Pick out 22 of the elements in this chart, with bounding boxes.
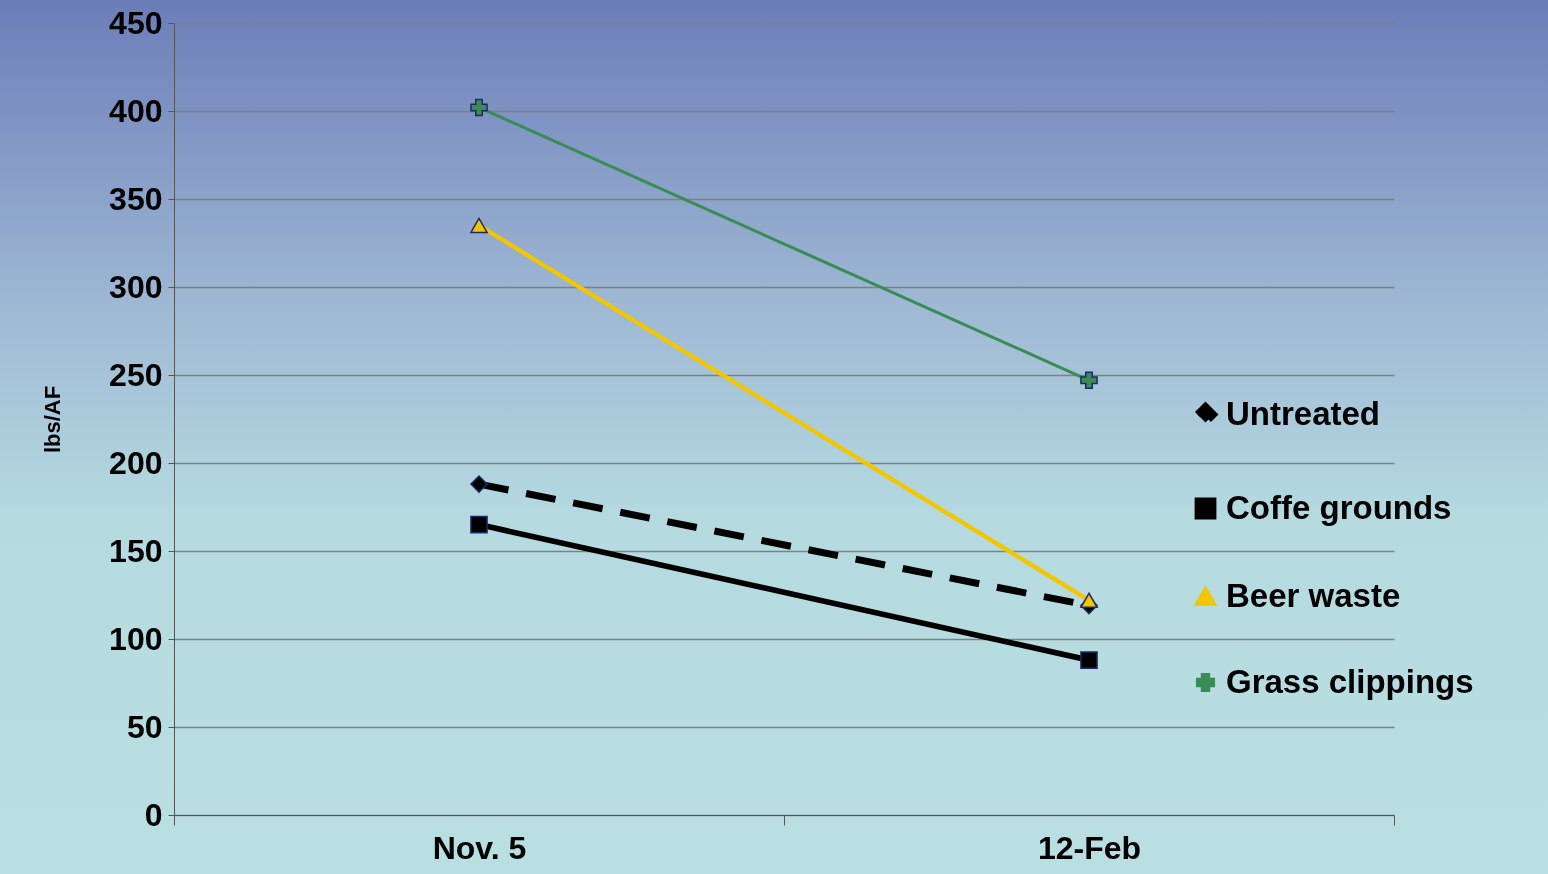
y-tick-label: 400 — [109, 92, 163, 129]
legend-label: Beer waste — [1226, 576, 1401, 614]
y-tick-label: 300 — [109, 268, 163, 305]
point — [1080, 651, 1098, 669]
y-tick-label: 200 — [109, 444, 163, 481]
y-tick-label: 100 — [109, 620, 163, 657]
y-tick-label: 350 — [109, 180, 163, 217]
point — [1080, 371, 1098, 390]
x-tick-label: 12-Feb — [1037, 829, 1142, 866]
y-tick-label: 50 — [126, 708, 163, 745]
y-axis-title: lbs/AF — [40, 385, 66, 454]
legend-label: Untreated — [1226, 394, 1381, 432]
point — [470, 475, 488, 493]
x-tick-label: Nov. 5 — [432, 829, 527, 866]
legend-label: Grass clippings — [1226, 662, 1474, 700]
y-tick-label: 250 — [109, 356, 163, 393]
point — [470, 515, 488, 534]
y-tick-label: 450 — [109, 4, 163, 41]
legend-label: Coffe grounds — [1226, 488, 1452, 526]
y-tick-label: 0 — [144, 796, 163, 833]
y-tick-label: 150 — [109, 532, 163, 569]
point — [470, 98, 488, 117]
